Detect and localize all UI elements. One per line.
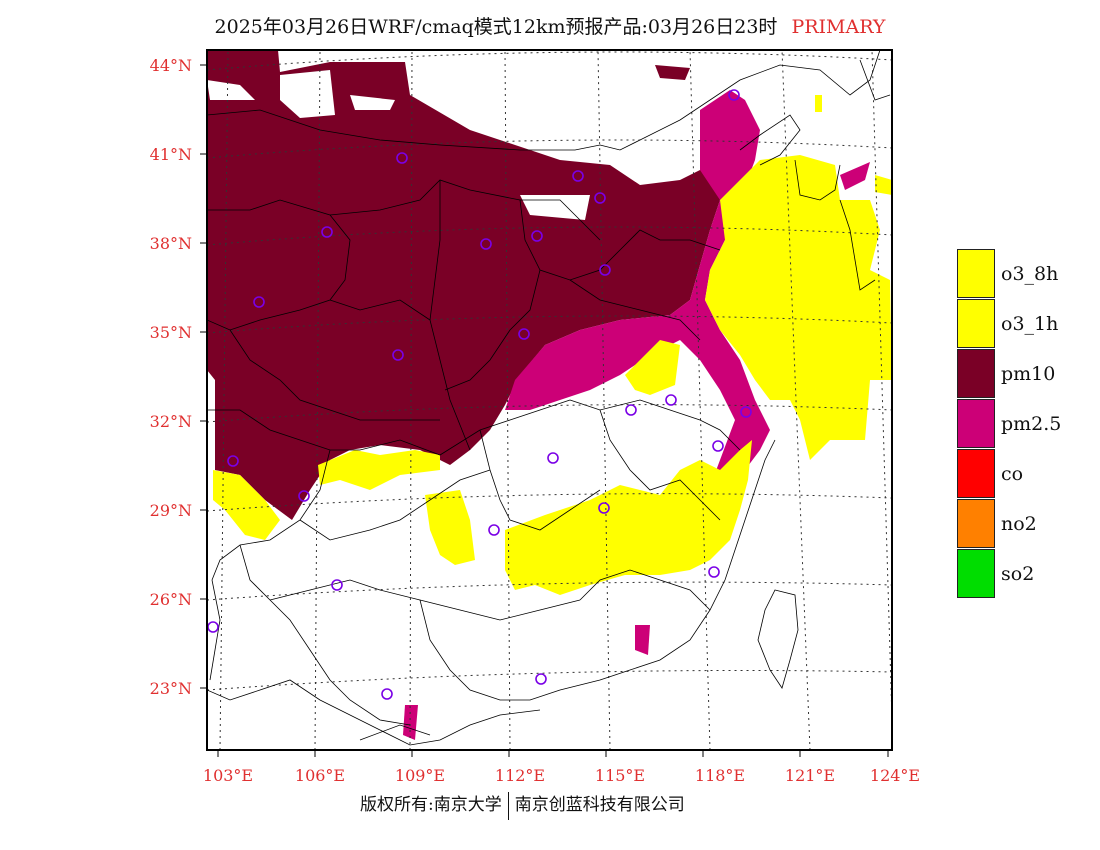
legend-swatch <box>957 349 995 398</box>
lon-label-118e: 118°E <box>694 766 746 785</box>
lon-label-121e: 121°E <box>784 766 836 785</box>
legend-item-o3-1h: o3_1h <box>957 299 1077 349</box>
copyright-left: 版权所有:南京大学 <box>360 795 502 815</box>
title-text: 2025年03月26日WRF/cmaq模式12km预报产品:03月26日23时 <box>214 16 778 38</box>
legend-swatch <box>957 449 995 498</box>
legend-swatch <box>957 549 995 598</box>
map-title: 2025年03月26日WRF/cmaq模式12km预报产品:03月26日23时 P… <box>0 12 1100 39</box>
legend-item-o3-8h: o3_8h <box>957 249 1077 299</box>
copyright-right: 南京创蓝科技有限公司 <box>514 795 685 815</box>
pm25-region <box>505 90 770 520</box>
lat-label-41n: 41°N <box>149 145 192 164</box>
lon-label-112e: 112°E <box>494 766 546 785</box>
lat-label-44n: 44°N <box>149 56 192 75</box>
legend-item-pm25: pm2.5 <box>957 399 1077 449</box>
legend-label: o3_1h <box>1001 313 1059 335</box>
legend-label: pm2.5 <box>1001 413 1062 435</box>
legend-item-no2: no2 <box>957 499 1077 549</box>
lat-label-38n: 38°N <box>149 234 192 253</box>
legend-label: pm10 <box>1001 363 1056 385</box>
o3-region-east <box>705 155 892 460</box>
legend-label: so2 <box>1001 563 1035 585</box>
lat-label-23n: 23°N <box>149 679 192 698</box>
legend-swatch <box>957 299 995 348</box>
copyright-footer: 版权所有:南京大学 南京创蓝科技有限公司 <box>360 790 685 820</box>
lon-label-115e: 115°E <box>594 766 646 785</box>
title-primary-tag: PRIMARY <box>791 16 886 38</box>
lon-label-109e: 109°E <box>394 766 446 785</box>
lat-label-29n: 29°N <box>149 501 192 520</box>
lat-label-35n: 35°N <box>149 323 192 342</box>
legend-swatch <box>957 249 995 298</box>
legend-label: co <box>1001 463 1024 485</box>
legend-item-so2: so2 <box>957 549 1077 599</box>
legend-item-co: co <box>957 449 1077 499</box>
lat-label-26n: 26°N <box>149 590 192 609</box>
legend-swatch <box>957 499 995 548</box>
legend-label: no2 <box>1001 513 1037 535</box>
footer-separator <box>507 791 509 820</box>
lon-label-103e: 103°E <box>202 766 254 785</box>
legend-item-pm10: pm10 <box>957 349 1077 399</box>
pm10-region <box>207 50 745 520</box>
lon-label-124e: 124°E <box>869 766 921 785</box>
lon-label-106e: 106°E <box>294 766 346 785</box>
lat-label-32n: 32°N <box>149 412 192 431</box>
legend-swatch <box>957 399 995 448</box>
legend-label: o3_8h <box>1001 263 1059 285</box>
o3-region-south <box>505 440 752 595</box>
